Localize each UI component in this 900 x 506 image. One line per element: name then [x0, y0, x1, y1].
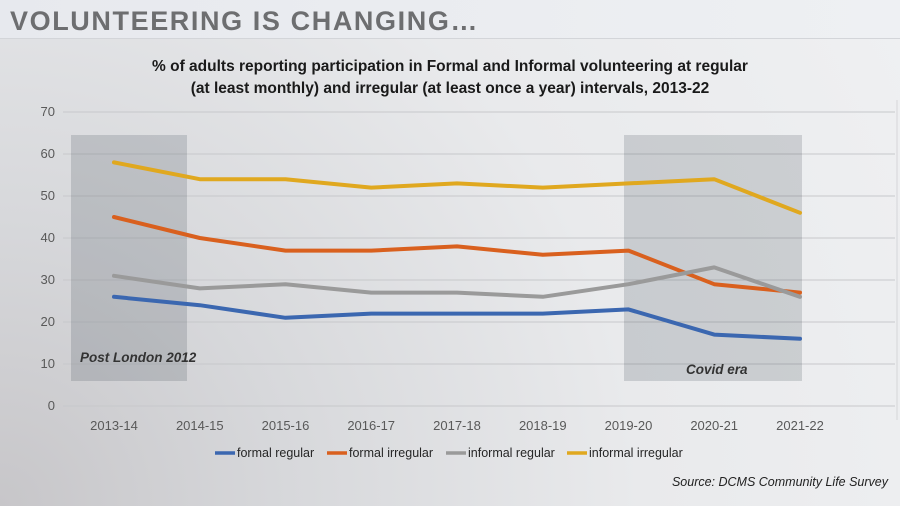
svg-text:2017-18: 2017-18: [433, 418, 481, 433]
svg-text:2014-15: 2014-15: [176, 418, 224, 433]
svg-text:2015-16: 2015-16: [262, 418, 310, 433]
svg-text:40: 40: [41, 230, 55, 245]
svg-text:10: 10: [41, 356, 55, 371]
svg-text:30: 30: [41, 272, 55, 287]
svg-text:0: 0: [48, 398, 55, 413]
svg-text:2013-14: 2013-14: [90, 418, 138, 433]
svg-text:informal irregular: informal irregular: [589, 446, 683, 460]
svg-text:formal irregular: formal irregular: [349, 446, 433, 460]
svg-text:Source: DCMS Community Life Su: Source: DCMS Community Life Survey: [672, 475, 889, 489]
svg-text:informal regular: informal regular: [468, 446, 555, 460]
svg-text:50: 50: [41, 188, 55, 203]
svg-text:60: 60: [41, 146, 55, 161]
svg-text:20: 20: [41, 314, 55, 329]
svg-text:2021-22: 2021-22: [776, 418, 824, 433]
svg-text:2016-17: 2016-17: [347, 418, 395, 433]
svg-text:2019-20: 2019-20: [605, 418, 653, 433]
svg-text:formal regular: formal regular: [237, 446, 314, 460]
svg-text:Covid era: Covid era: [686, 362, 748, 377]
svg-text:Post London 2012: Post London 2012: [80, 350, 197, 365]
svg-text:2018-19: 2018-19: [519, 418, 567, 433]
svg-text:70: 70: [41, 104, 55, 119]
svg-text:2020-21: 2020-21: [690, 418, 738, 433]
